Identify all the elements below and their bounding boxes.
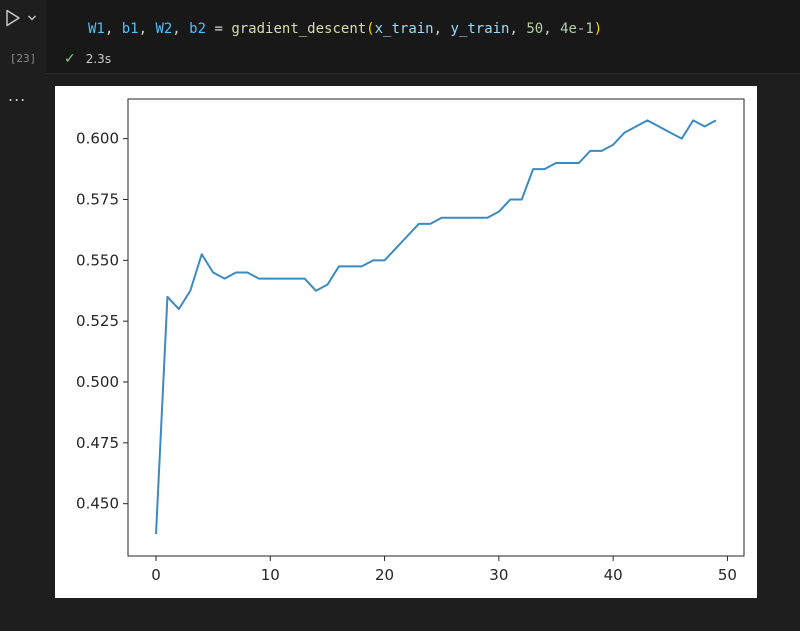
code-token: , [104,21,122,37]
code-token: b1 [121,21,139,37]
data-point [578,162,580,164]
data-point [612,144,614,146]
code-line[interactable]: W1, b1, W2, b2 = gradient_descent(x_trai… [88,21,602,37]
x-tick-label: 40 [604,566,623,584]
data-point [315,290,317,292]
code-token: 50 [526,21,544,37]
x-tick-label: 0 [151,566,161,584]
code-token: ( [366,21,375,37]
y-tick-label: 0.525 [76,312,119,330]
x-tick-label: 20 [375,566,394,584]
data-point [566,162,568,164]
code-token: 4e-1 [560,21,594,37]
data-point [155,533,157,535]
code-token: , [138,21,156,37]
data-point [178,308,180,310]
data-point [532,168,534,170]
data-point [224,278,226,280]
data-point [269,278,271,280]
y-tick-label: 0.600 [76,130,119,148]
data-point [246,272,248,274]
code-token: , [433,21,451,37]
chevron-down-icon[interactable] [27,14,37,22]
data-point [658,125,660,127]
data-point [635,125,637,127]
code-token: , [543,21,561,37]
plot-output: 0 10 20 30 40 50 0.450 0.475 0.500 0.525 0.550 0.57… [55,86,757,598]
data-point [292,278,294,280]
cell-gutter: [23] [0,0,46,74]
play-icon [5,9,21,27]
data-point [189,290,191,292]
data-point [589,150,591,152]
x-tick-label: 10 [261,566,280,584]
output-menu-button[interactable]: ... [8,86,27,105]
data-point [555,162,557,164]
check-icon: ✓ [64,51,76,67]
code-token: x_train [374,21,434,37]
data-point [349,265,351,267]
data-point [304,278,306,280]
data-point [406,235,408,237]
data-point [669,132,671,134]
data-point [601,150,603,152]
data-point [384,259,386,261]
code-token: W2 [155,21,173,37]
data-point [258,278,260,280]
execution-count: [23] [9,52,37,65]
data-point [372,259,374,261]
execution-status: ✓ 2.3s [64,52,111,66]
data-point [201,253,203,255]
code-token: ) [593,21,603,37]
y-tick-label: 0.500 [76,373,119,391]
data-point [475,217,477,219]
y-tick-label: 0.475 [76,434,119,452]
code-token: , [172,21,190,37]
y-tick-label: 0.575 [76,191,119,209]
data-point [624,132,626,134]
data-point [418,223,420,225]
code-token: = [206,21,232,37]
data-point [692,119,694,121]
x-tick-label: 50 [718,566,737,584]
data-point [235,272,237,274]
line-chart: 0 10 20 30 40 50 0.450 0.475 0.500 0.525 0.550 0.57… [76,98,745,584]
data-point [452,217,454,219]
data-point [281,278,283,280]
y-tick-label: 0.550 [76,251,119,269]
data-point [544,168,546,170]
code-token: b2 [189,21,207,37]
data-point [441,217,443,219]
plot-area [127,98,745,557]
x-tick-label: 30 [489,566,508,584]
code-token: y_train [450,21,510,37]
run-cell-button[interactable] [5,8,43,28]
y-tick-label: 0.450 [76,495,119,513]
data-point [486,217,488,219]
code-token: W1 [88,21,105,37]
data-point [704,125,706,127]
data-point [326,284,328,286]
data-point [212,272,214,274]
data-point [166,296,168,298]
data-point [715,119,717,121]
data-point [429,223,431,225]
data-point [338,265,340,267]
data-point [498,211,500,213]
data-point [361,265,363,267]
series-line [155,119,717,535]
data-point [646,119,648,121]
data-point [464,217,466,219]
code-cell[interactable]: W1, b1, W2, b2 = gradient_descent(x_trai… [46,0,800,74]
data-point [395,247,397,249]
code-token: , [509,21,527,37]
data-point [681,138,683,140]
data-point [509,199,511,201]
execution-duration: 2.3s [85,52,112,66]
data-point [521,199,523,201]
code-token: gradient_descent [231,21,367,37]
